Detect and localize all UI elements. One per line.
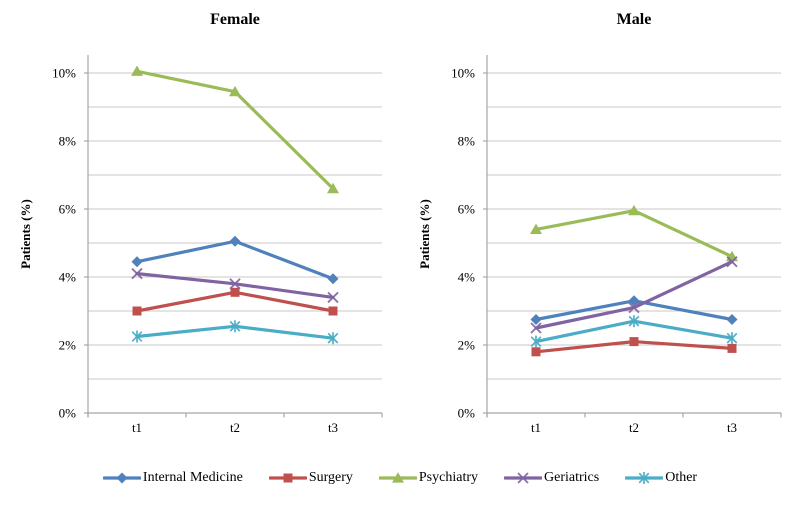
marker-other-t2 (229, 320, 241, 333)
legend-marker-internal-medicine (102, 472, 141, 484)
legend-item-psychiatry: Psychiatry (378, 470, 478, 486)
marker-geriatrics-t2 (628, 301, 640, 314)
marker-psychiatry-t2 (628, 204, 640, 216)
marker-other-t3 (726, 332, 738, 345)
series-line-internal-medicine (135, 239, 335, 281)
x-tick-label: t3 (328, 420, 338, 435)
y-tick-label: 2% (59, 338, 77, 353)
y-tick-label: 6% (458, 202, 476, 217)
plot-area-female: 0% 2% 4% 6% 8% 10% t1 t2 t3 (52, 55, 383, 435)
marker-surgery-t1 (132, 306, 142, 316)
y-axis-title-female: Patients (%) (18, 199, 33, 269)
legend-item-surgery: Surgery (268, 470, 353, 486)
marker-geriatrics-t1 (131, 267, 143, 280)
legend-marker-glyph (638, 472, 650, 484)
panel-female: Female Patients (%) 0% 2% 4% 6% 8% 10% t1 t2 t3 (18, 11, 383, 435)
marker-psychiatry-t3 (327, 182, 339, 194)
marker-geriatrics-t3 (726, 256, 738, 268)
y-tick-label: 4% (458, 270, 476, 285)
chart-title-male: Male (617, 11, 652, 28)
marker-surgery-t2 (629, 337, 639, 347)
legend-label: Internal Medicine (142, 470, 243, 485)
legend-marker-glyph (283, 473, 293, 483)
y-tick-label: 8% (59, 134, 77, 149)
marker-geriatrics-t2 (229, 278, 241, 290)
marker-other-t1 (530, 335, 542, 348)
x-tick-label: t1 (531, 420, 541, 435)
panel-male: Male Patients (%) 0% 2% 4% 6% 8% 10% t1 t2 t3 (417, 11, 782, 435)
marker-internal-medicine-t3 (327, 273, 339, 285)
legend-item-internal-medicine: Internal Medicine (102, 470, 243, 486)
marker-surgery-t3 (727, 343, 737, 353)
marker-psychiatry-t1 (131, 65, 143, 76)
marker-other-t1 (131, 330, 143, 343)
marker-other-t3 (327, 332, 339, 345)
marker-psychiatry-t2 (229, 85, 241, 97)
marker-internal-medicine-t1 (131, 256, 143, 268)
charts-canvas: Female Patients (%) 0%2%4%6%8%10%t1 t2 t3 … (18, 11, 782, 435)
y-axis-title-male: Patients (%) (417, 199, 432, 269)
x-tick-label: t3 (727, 420, 737, 435)
series-line-psychiatry (534, 209, 734, 259)
legend-marker-geriatrics (504, 472, 542, 484)
y-tick-label: 8% (458, 134, 476, 149)
marker-psychiatry-t1 (530, 223, 542, 234)
plot-area-male: 0% 2% 4% 6% 8% 10% t1 t2 t3 (451, 55, 782, 435)
marker-surgery-t3 (328, 306, 338, 316)
y-tick-label: 4% (59, 270, 77, 285)
legend: Internal Medicine Surgery Psychiatry Geriat… (0, 462, 800, 494)
legend-item-geriatrics: Geriatrics (504, 470, 599, 486)
y-tick-label: 6% (59, 202, 77, 217)
x-tick-label: t1 (132, 420, 142, 435)
legend-marker-glyph (517, 472, 529, 484)
legend-marker-surgery (268, 473, 307, 483)
x-tick-label: t2 (230, 420, 240, 435)
y-tick-label: 10% (451, 66, 475, 81)
legend-marker-glyph (391, 472, 404, 483)
marker-internal-medicine-t3 (726, 314, 738, 325)
y-tick-label: 0% (458, 406, 476, 421)
legend-label: Surgery (308, 470, 353, 485)
legend-label: Psychiatry (418, 470, 478, 485)
chart-title-female: Female (210, 11, 260, 28)
y-tick-label: 2% (458, 338, 476, 353)
legend-marker-glyph (116, 472, 128, 484)
legend-item-other: Other (625, 470, 697, 486)
marker-geriatrics-t1 (530, 322, 542, 334)
marker-surgery-t1 (531, 347, 541, 357)
legend-marker-psychiatry (378, 472, 417, 483)
marker-surgery-t2 (230, 287, 240, 297)
legend-marker-other (625, 472, 664, 484)
marker-other-t2 (628, 315, 640, 328)
y-tick-label: 10% (52, 66, 76, 81)
y-tick-label: 0% (59, 406, 77, 421)
marker-internal-medicine-t1 (530, 314, 542, 325)
legend-label: Other (665, 470, 698, 485)
marker-internal-medicine-t2 (229, 235, 241, 247)
legend-label: Geriatrics (544, 470, 600, 485)
x-tick-label: t2 (629, 420, 639, 435)
marker-geriatrics-t3 (327, 291, 339, 304)
